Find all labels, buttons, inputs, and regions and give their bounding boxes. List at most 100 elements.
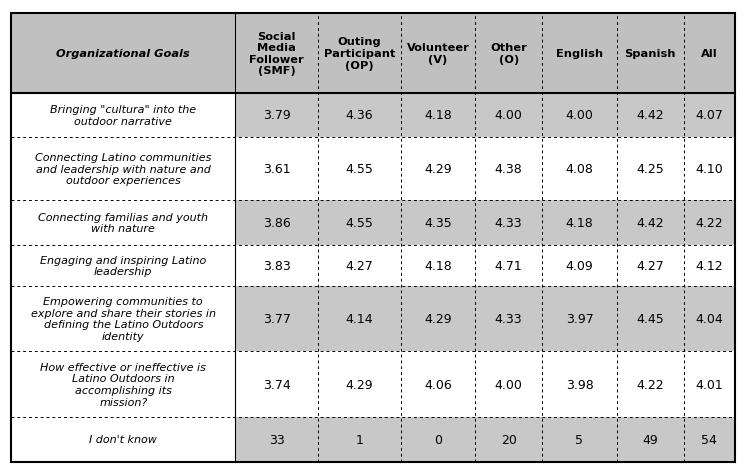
Text: 4.18: 4.18	[565, 217, 593, 229]
Bar	[683, 201, 735, 245]
Bar	[542, 245, 617, 286]
Bar	[475, 93, 542, 138]
Text: 4.00: 4.00	[495, 109, 523, 122]
Text: 3.74: 3.74	[263, 378, 290, 391]
Bar	[318, 201, 401, 245]
Bar	[235, 286, 318, 352]
Text: 4.25: 4.25	[636, 163, 664, 176]
Bar	[401, 417, 475, 462]
Text: Connecting familias and youth
with nature: Connecting familias and youth with natur…	[38, 212, 208, 234]
Text: 4.33: 4.33	[495, 312, 522, 326]
Bar	[235, 352, 318, 417]
Bar	[683, 138, 735, 201]
Bar	[683, 417, 735, 462]
Text: 4.18: 4.18	[424, 109, 452, 122]
Bar	[617, 245, 683, 286]
Text: 4.27: 4.27	[636, 259, 664, 272]
Text: Bringing "cultura" into the
outdoor narrative: Bringing "cultura" into the outdoor narr…	[50, 105, 196, 127]
Bar	[318, 286, 401, 352]
Text: 4.09: 4.09	[565, 259, 593, 272]
Text: 5: 5	[575, 433, 583, 446]
Text: Organizational Goals: Organizational Goals	[57, 49, 190, 59]
Bar	[11, 286, 235, 352]
Text: 0: 0	[434, 433, 442, 446]
Bar	[401, 14, 475, 93]
Bar	[542, 417, 617, 462]
Text: 4.55: 4.55	[345, 163, 373, 176]
Bar	[318, 352, 401, 417]
Text: 49: 49	[642, 433, 658, 446]
Bar	[683, 352, 735, 417]
Text: 3.83: 3.83	[263, 259, 290, 272]
Text: 4.36: 4.36	[345, 109, 373, 122]
Text: 4.33: 4.33	[495, 217, 522, 229]
Bar	[542, 138, 617, 201]
Text: Empowering communities to
explore and share their stories in
defining the Latino: Empowering communities to explore and sh…	[31, 297, 216, 341]
Bar	[475, 14, 542, 93]
Bar	[475, 138, 542, 201]
Text: 3.98: 3.98	[565, 378, 593, 391]
Bar	[475, 201, 542, 245]
Text: 20: 20	[501, 433, 517, 446]
Text: 4.10: 4.10	[695, 163, 723, 176]
Text: 4.42: 4.42	[636, 109, 664, 122]
Bar	[401, 138, 475, 201]
Bar	[475, 286, 542, 352]
Text: 4.08: 4.08	[565, 163, 593, 176]
Bar	[617, 138, 683, 201]
Text: 4.71: 4.71	[495, 259, 522, 272]
Text: 3.86: 3.86	[263, 217, 290, 229]
Bar	[475, 352, 542, 417]
Text: 4.29: 4.29	[424, 312, 451, 326]
Text: 4.22: 4.22	[636, 378, 664, 391]
Text: 3.77: 3.77	[263, 312, 291, 326]
Bar	[542, 286, 617, 352]
Bar	[683, 245, 735, 286]
Bar	[11, 93, 235, 138]
Bar	[542, 14, 617, 93]
Bar	[542, 93, 617, 138]
Text: 4.00: 4.00	[565, 109, 593, 122]
Text: 4.45: 4.45	[636, 312, 664, 326]
Text: 4.04: 4.04	[695, 312, 723, 326]
Text: 4.42: 4.42	[636, 217, 664, 229]
Bar	[401, 352, 475, 417]
Bar	[11, 352, 235, 417]
Bar	[475, 245, 542, 286]
Bar	[235, 417, 318, 462]
Bar	[401, 93, 475, 138]
Text: 4.38: 4.38	[495, 163, 522, 176]
Bar	[318, 245, 401, 286]
Bar	[11, 245, 235, 286]
Text: 4.00: 4.00	[495, 378, 523, 391]
Text: 4.01: 4.01	[695, 378, 723, 391]
Text: 33: 33	[269, 433, 284, 446]
Bar	[401, 201, 475, 245]
Text: 4.22: 4.22	[695, 217, 723, 229]
Text: 4.07: 4.07	[695, 109, 723, 122]
Text: 4.06: 4.06	[424, 378, 452, 391]
Bar	[683, 93, 735, 138]
Text: 4.18: 4.18	[424, 259, 452, 272]
Bar	[401, 286, 475, 352]
Text: How effective or ineffective is
Latino Outdoors in
accomplishing its
mission?: How effective or ineffective is Latino O…	[40, 362, 206, 407]
Bar	[617, 201, 683, 245]
Bar	[11, 201, 235, 245]
Bar	[235, 245, 318, 286]
Text: 3.97: 3.97	[565, 312, 593, 326]
Bar	[318, 93, 401, 138]
Text: 4.29: 4.29	[345, 378, 373, 391]
Bar	[11, 417, 235, 462]
Text: English: English	[556, 49, 603, 59]
Text: Volunteer
(V): Volunteer (V)	[407, 43, 469, 65]
Bar	[683, 14, 735, 93]
Bar	[617, 352, 683, 417]
Text: 3.61: 3.61	[263, 163, 290, 176]
Text: 54: 54	[701, 433, 717, 446]
Text: 4.35: 4.35	[424, 217, 452, 229]
Bar	[617, 286, 683, 352]
Text: 3.79: 3.79	[263, 109, 290, 122]
Text: 4.12: 4.12	[695, 259, 723, 272]
Text: 4.55: 4.55	[345, 217, 373, 229]
Bar	[542, 352, 617, 417]
